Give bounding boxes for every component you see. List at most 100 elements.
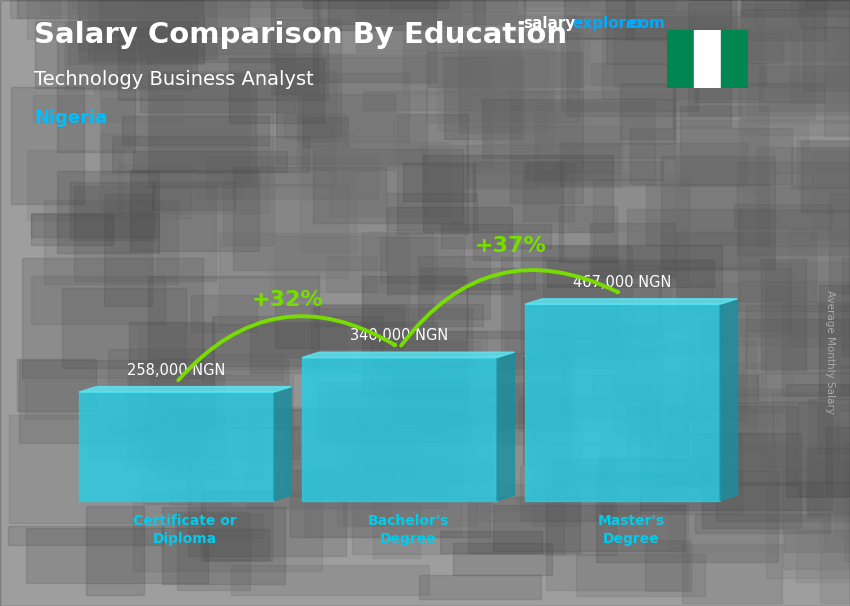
Bar <box>328 0 524 24</box>
Bar <box>523 0 589 6</box>
Bar <box>592 375 757 400</box>
Bar <box>546 475 689 590</box>
Bar <box>422 155 613 231</box>
Bar <box>802 141 850 212</box>
Bar <box>61 288 185 368</box>
Bar <box>9 415 205 523</box>
Bar <box>148 73 257 187</box>
Bar <box>144 410 216 437</box>
Bar <box>694 362 766 450</box>
Bar <box>366 460 492 484</box>
Bar <box>89 427 299 459</box>
Bar <box>118 164 191 218</box>
Bar <box>702 433 802 528</box>
Text: Certificate or
Diploma: Certificate or Diploma <box>133 514 237 546</box>
Bar <box>335 125 395 211</box>
Bar <box>695 83 824 102</box>
Bar <box>640 402 832 510</box>
Bar <box>524 164 574 221</box>
Bar <box>458 44 555 127</box>
Bar <box>207 0 317 16</box>
Bar <box>695 514 830 533</box>
Bar <box>688 3 850 115</box>
Bar <box>590 224 675 277</box>
Bar <box>275 305 404 348</box>
Bar <box>202 354 283 380</box>
Bar <box>686 33 783 63</box>
Bar <box>830 193 850 293</box>
Bar <box>404 16 583 95</box>
Bar <box>505 270 712 375</box>
Bar <box>675 120 808 230</box>
Bar <box>467 145 620 187</box>
Bar <box>547 261 714 287</box>
Bar <box>660 156 775 268</box>
Bar <box>740 120 850 173</box>
Bar <box>297 56 492 166</box>
Bar <box>757 147 850 246</box>
Polygon shape <box>274 387 292 501</box>
Bar <box>799 0 850 28</box>
Bar <box>49 0 242 19</box>
Bar <box>532 413 581 527</box>
Bar <box>835 420 850 538</box>
Bar <box>468 497 581 553</box>
Bar <box>421 145 537 189</box>
Bar <box>19 360 154 443</box>
Bar <box>472 49 553 170</box>
Bar <box>102 98 274 174</box>
Bar <box>784 530 850 553</box>
Bar <box>782 302 850 396</box>
Bar <box>170 421 230 505</box>
Bar <box>128 375 292 467</box>
Bar <box>31 213 159 236</box>
Bar <box>86 507 144 595</box>
Bar <box>742 13 850 60</box>
Bar <box>57 171 159 253</box>
Bar <box>535 102 654 184</box>
Bar <box>387 207 513 293</box>
Bar <box>564 0 731 38</box>
Bar <box>78 0 144 50</box>
Bar <box>502 383 650 444</box>
Bar <box>759 65 850 111</box>
Bar <box>844 443 850 561</box>
Bar <box>219 233 409 325</box>
Bar <box>519 397 660 431</box>
Bar <box>364 333 522 373</box>
Bar <box>212 316 382 358</box>
Bar <box>27 0 78 39</box>
Bar <box>796 518 850 582</box>
Polygon shape <box>302 352 514 358</box>
Bar <box>139 0 320 54</box>
Bar <box>473 162 564 259</box>
Bar <box>687 333 746 421</box>
Bar <box>646 184 769 245</box>
Bar <box>175 514 264 538</box>
Bar <box>100 135 269 213</box>
Bar <box>797 402 850 496</box>
Bar <box>592 308 792 426</box>
Bar <box>627 407 688 461</box>
Bar <box>803 27 850 91</box>
Bar <box>290 428 490 538</box>
Polygon shape <box>79 387 292 392</box>
Bar <box>705 263 790 345</box>
Bar <box>373 441 420 559</box>
Bar <box>129 322 213 417</box>
Bar <box>568 16 740 116</box>
Bar <box>65 22 191 90</box>
Bar <box>747 17 850 123</box>
Bar <box>204 528 269 560</box>
Bar <box>109 349 212 434</box>
Bar <box>319 0 485 30</box>
Text: 340,000 NGN: 340,000 NGN <box>350 328 449 344</box>
Bar <box>596 471 778 562</box>
Bar <box>74 185 216 281</box>
Bar <box>326 256 377 291</box>
Bar <box>786 384 850 496</box>
Text: Average Monthly Salary: Average Monthly Salary <box>824 290 835 413</box>
Bar <box>741 0 850 41</box>
Bar <box>710 389 785 411</box>
Bar <box>679 106 768 185</box>
